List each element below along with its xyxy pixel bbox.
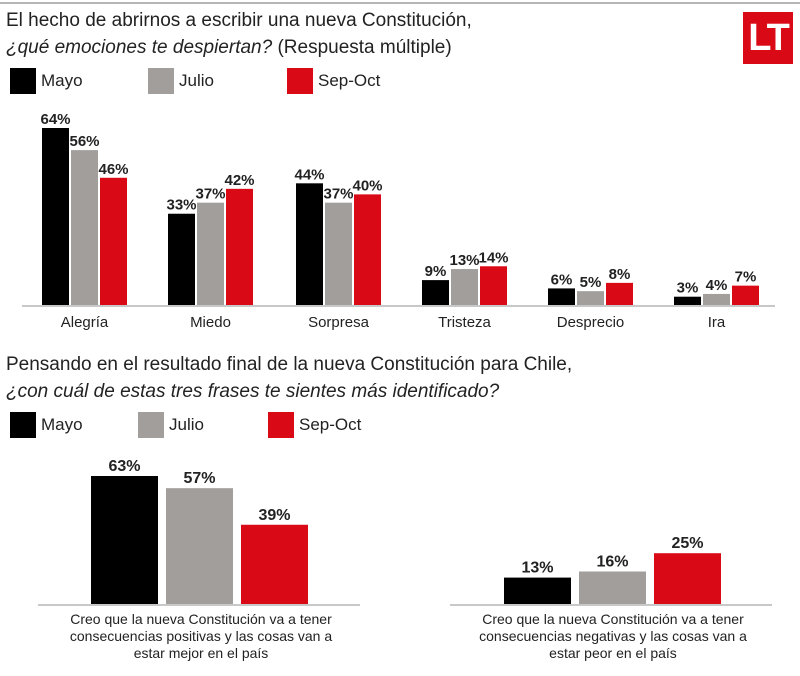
category-label-line: consecuencias negativas y las cosas van … [479, 628, 747, 644]
bar-sorpresa-mayo [296, 183, 323, 305]
bar-negative-mayo [504, 577, 571, 604]
category-label-desprecio: Desprecio [557, 314, 625, 331]
category-label-line: Creo que la nueva Constitución va a tene… [70, 611, 332, 627]
category-label-sorpresa: Sorpresa [308, 314, 370, 331]
bar-value-label: 33% [166, 197, 196, 214]
category-label-line: estar mejor en el país [134, 645, 269, 661]
legend-swatch-mayo [10, 68, 36, 94]
bar-value-label: 13% [521, 560, 553, 577]
bar-value-label: 46% [98, 161, 128, 178]
legend-swatch-sep-oct [268, 412, 294, 438]
chart1-title-line1: El hecho de abrirnos a escribir una nuev… [6, 10, 472, 31]
chart2-title-line1: Pensando en el resultado final de la nue… [6, 354, 573, 375]
legend-label: Mayo [41, 71, 83, 90]
chart1-note: (Respuesta múltiple) [272, 37, 452, 58]
bar-tristeza-julio [451, 269, 478, 305]
chart2-question: ¿con cuál de estas tres frases te siente… [6, 381, 500, 402]
bar-value-label: 42% [224, 172, 254, 189]
bar-value-label: 44% [294, 166, 324, 183]
bar-miedo-mayo [168, 213, 195, 305]
bar-value-label: 4% [706, 277, 728, 294]
bar-desprecio-mayo [548, 288, 575, 305]
bar-negative-sep-oct [654, 553, 721, 604]
chart1-plot: 64%56%46%Alegría33%37%42%Miedo44%37%40%S… [22, 111, 775, 331]
category-label-line: consecuencias positivas y las cosas van … [70, 628, 332, 644]
legend-label: Sep-Oct [318, 71, 381, 90]
bar-positive-julio [166, 488, 233, 604]
category-label-tristeza: Tristeza [438, 314, 491, 331]
category-label-alegria: Alegría [61, 314, 109, 331]
category-label-ira: Ira [708, 314, 726, 331]
bar-ira-mayo [674, 296, 701, 305]
bar-value-label: 39% [258, 507, 290, 524]
legend-swatch-julio [148, 68, 174, 94]
bar-desprecio-sep-oct [606, 282, 633, 305]
bar-alegria-julio [71, 150, 98, 305]
chart1-question: ¿qué emociones te despiertan? [6, 37, 273, 58]
bar-value-label: 56% [69, 133, 99, 150]
bar-ira-julio [703, 293, 730, 305]
bar-value-label: 14% [478, 249, 508, 266]
bar-value-label: 25% [671, 535, 703, 552]
legend-swatch-sep-oct [287, 68, 313, 94]
bar-alegria-mayo [42, 128, 69, 305]
bar-miedo-julio [197, 202, 224, 305]
bar-value-label: 37% [323, 186, 353, 203]
lt-logo: LT [743, 12, 793, 64]
legend-label: Julio [179, 71, 214, 90]
bar-value-label: 37% [195, 186, 225, 203]
bar-tristeza-sep-oct [480, 266, 507, 305]
bar-sorpresa-julio [325, 202, 352, 305]
category-label-line: Creo que la nueva Constitución va a tene… [482, 611, 744, 627]
bar-value-label: 5% [580, 274, 602, 291]
bar-positive-mayo [91, 476, 158, 604]
bar-value-label: 3% [677, 280, 699, 297]
chart2-title-line2: ¿con cuál de estas tres frases te siente… [6, 381, 499, 403]
bar-desprecio-julio [577, 291, 604, 305]
category-label-miedo: Miedo [190, 314, 231, 331]
bar-miedo-sep-oct [226, 188, 253, 305]
legend-label: Julio [169, 415, 204, 434]
bar-value-label: 9% [425, 263, 447, 280]
bar-ira-sep-oct [732, 285, 759, 305]
bar-value-label: 7% [735, 269, 757, 286]
bar-value-label: 40% [352, 177, 382, 194]
bar-value-label: 57% [183, 470, 215, 487]
bar-value-label: 63% [108, 458, 140, 475]
bar-value-label: 16% [596, 553, 628, 570]
category-label-line: estar peor en el país [549, 645, 677, 661]
bar-sorpresa-sep-oct [354, 194, 381, 305]
legend-swatch-julio [138, 412, 164, 438]
bar-value-label: 13% [449, 252, 479, 269]
legend-label: Mayo [41, 415, 83, 434]
bar-tristeza-mayo [422, 280, 449, 305]
legend-swatch-mayo [10, 412, 36, 438]
bar-value-label: 6% [551, 271, 573, 288]
chart2-plot: 63% 57% 39% Creo que la nueva Constitución … [38, 458, 772, 661]
bar-negative-julio [579, 571, 646, 604]
bar-alegria-sep-oct [100, 177, 127, 305]
legend-label: Sep-Oct [299, 415, 362, 434]
bar-value-label: 64% [40, 111, 70, 128]
chart1-title-line2: ¿qué emociones te despiertan? (Respuesta… [6, 37, 452, 59]
bar-value-label: 8% [609, 266, 631, 283]
bar-positive-sep-oct [241, 524, 308, 604]
top-rule [0, 2, 800, 4]
